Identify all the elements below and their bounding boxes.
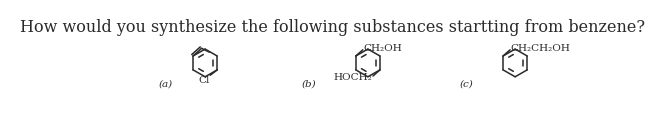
Text: (c): (c) bbox=[459, 80, 473, 89]
Text: How would you synthesize the following substances startting from benzene?: How would you synthesize the following s… bbox=[19, 19, 644, 36]
Text: Cl: Cl bbox=[198, 76, 210, 85]
Text: (b): (b) bbox=[302, 80, 317, 89]
Text: HOCH₂: HOCH₂ bbox=[334, 73, 373, 82]
Text: (a): (a) bbox=[158, 80, 173, 89]
Text: CH₂OH: CH₂OH bbox=[363, 44, 402, 53]
Text: CH₂CH₂OH: CH₂CH₂OH bbox=[511, 44, 570, 53]
